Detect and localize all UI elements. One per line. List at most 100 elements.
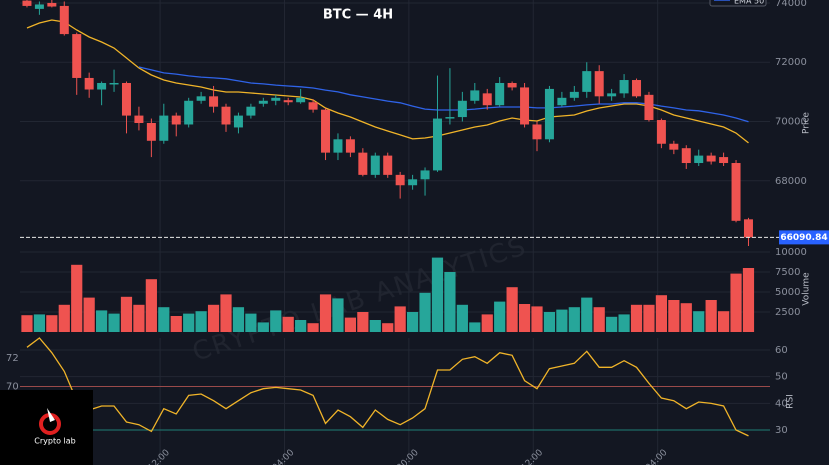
volume-bar xyxy=(394,306,406,332)
candle-body xyxy=(321,109,331,153)
volume-bar xyxy=(21,315,33,332)
logo-text: Crypto lab xyxy=(34,437,75,446)
candle-body xyxy=(669,143,679,150)
volume-bar xyxy=(618,314,630,332)
y-tick-label: 68000 xyxy=(775,176,807,187)
line-series xyxy=(26,19,749,144)
candle-body xyxy=(544,88,554,140)
candle-body xyxy=(569,91,579,98)
volume-bar xyxy=(643,304,655,332)
panel: 68000 70000 72000 74000 Price 66090.84 BTC — 4… xyxy=(20,0,829,246)
candle-body xyxy=(681,148,691,164)
candle-body xyxy=(59,5,69,35)
volume-bar xyxy=(606,316,618,332)
volume-bar xyxy=(83,297,95,332)
volume-bar xyxy=(444,272,456,332)
candle-body xyxy=(271,97,281,101)
candle-body xyxy=(719,157,729,164)
candle-body xyxy=(296,97,306,103)
candle-body xyxy=(34,4,44,9)
volume-bar xyxy=(207,304,220,332)
volume-bar xyxy=(668,300,680,332)
volume-bar xyxy=(717,311,730,332)
candle-body xyxy=(594,71,604,97)
candle-body xyxy=(395,174,405,186)
logo-icon xyxy=(47,408,55,422)
candle-body xyxy=(495,82,505,106)
legend-label: EMA 50 xyxy=(734,0,764,6)
volume-bar xyxy=(245,313,257,332)
volume-bar xyxy=(319,294,332,332)
volume-bar xyxy=(282,316,294,332)
volume-bar xyxy=(556,309,568,332)
candle-body xyxy=(97,82,107,90)
candle-body xyxy=(482,93,492,106)
volume-bar xyxy=(270,310,282,332)
candle-body xyxy=(233,115,243,128)
candle-body xyxy=(171,115,181,125)
volume-bar xyxy=(705,300,717,332)
candle-body xyxy=(134,115,144,123)
axis-label: Volume xyxy=(802,272,812,306)
volume-bar xyxy=(344,317,357,332)
candle-body xyxy=(408,179,418,186)
candle-body xyxy=(743,219,753,238)
volume-bar xyxy=(195,311,207,332)
volume-bar xyxy=(693,311,705,332)
volume-bar xyxy=(369,320,381,332)
candle-body xyxy=(420,170,430,180)
volume-bar xyxy=(220,294,232,332)
candle-body xyxy=(209,96,219,107)
volume-bar xyxy=(531,306,543,332)
candle-body xyxy=(345,139,355,153)
candle-body xyxy=(383,155,393,175)
volume-bar xyxy=(170,316,182,332)
candle-body xyxy=(196,96,206,101)
volume-bar xyxy=(581,297,593,332)
candle-body xyxy=(72,34,82,78)
candle-body xyxy=(731,163,741,221)
candle-body xyxy=(644,94,654,121)
volume-bar xyxy=(158,307,170,332)
y-tick-label: 10000 xyxy=(775,247,807,258)
legend-box xyxy=(709,0,767,7)
candle-body xyxy=(432,118,442,171)
candle-body xyxy=(694,155,704,164)
volume-bar xyxy=(543,312,556,332)
candle-body xyxy=(457,100,467,118)
volume-bar xyxy=(568,307,580,332)
candle-body xyxy=(308,102,318,110)
volume-bar xyxy=(46,315,58,332)
volume-bar xyxy=(96,310,108,332)
y2-tick-label: 70 xyxy=(6,382,19,393)
candle-body xyxy=(146,123,156,141)
volume-bar xyxy=(357,312,369,332)
candle-body xyxy=(159,115,169,141)
candle-body xyxy=(333,139,343,153)
volume-bar xyxy=(419,292,431,332)
candle-body xyxy=(121,82,131,116)
y-tick-label: 5000 xyxy=(775,287,800,298)
last-price-label: 66090.84 xyxy=(780,233,827,243)
line-series xyxy=(26,337,749,437)
volume-bar xyxy=(431,257,444,332)
y-tick-label: 72000 xyxy=(775,57,807,68)
candle-body xyxy=(632,80,642,97)
candle-body xyxy=(619,80,629,94)
candle-body xyxy=(532,124,542,140)
volume-bar xyxy=(71,264,83,332)
logo: Crypto lab xyxy=(0,390,93,465)
candle-body xyxy=(656,120,666,144)
volume-bar xyxy=(232,307,245,332)
y-tick-label: 74000 xyxy=(775,0,807,9)
candle-body xyxy=(84,77,94,90)
candle-body xyxy=(22,0,32,6)
volume-bar xyxy=(58,304,70,332)
candle-body xyxy=(557,97,567,106)
volume-bar xyxy=(655,295,667,332)
candle-body xyxy=(358,152,368,175)
volume-bar xyxy=(120,296,133,332)
axis-label: Price xyxy=(802,112,812,134)
y-tick-label: 7500 xyxy=(775,267,800,278)
volume-bar xyxy=(469,322,481,332)
